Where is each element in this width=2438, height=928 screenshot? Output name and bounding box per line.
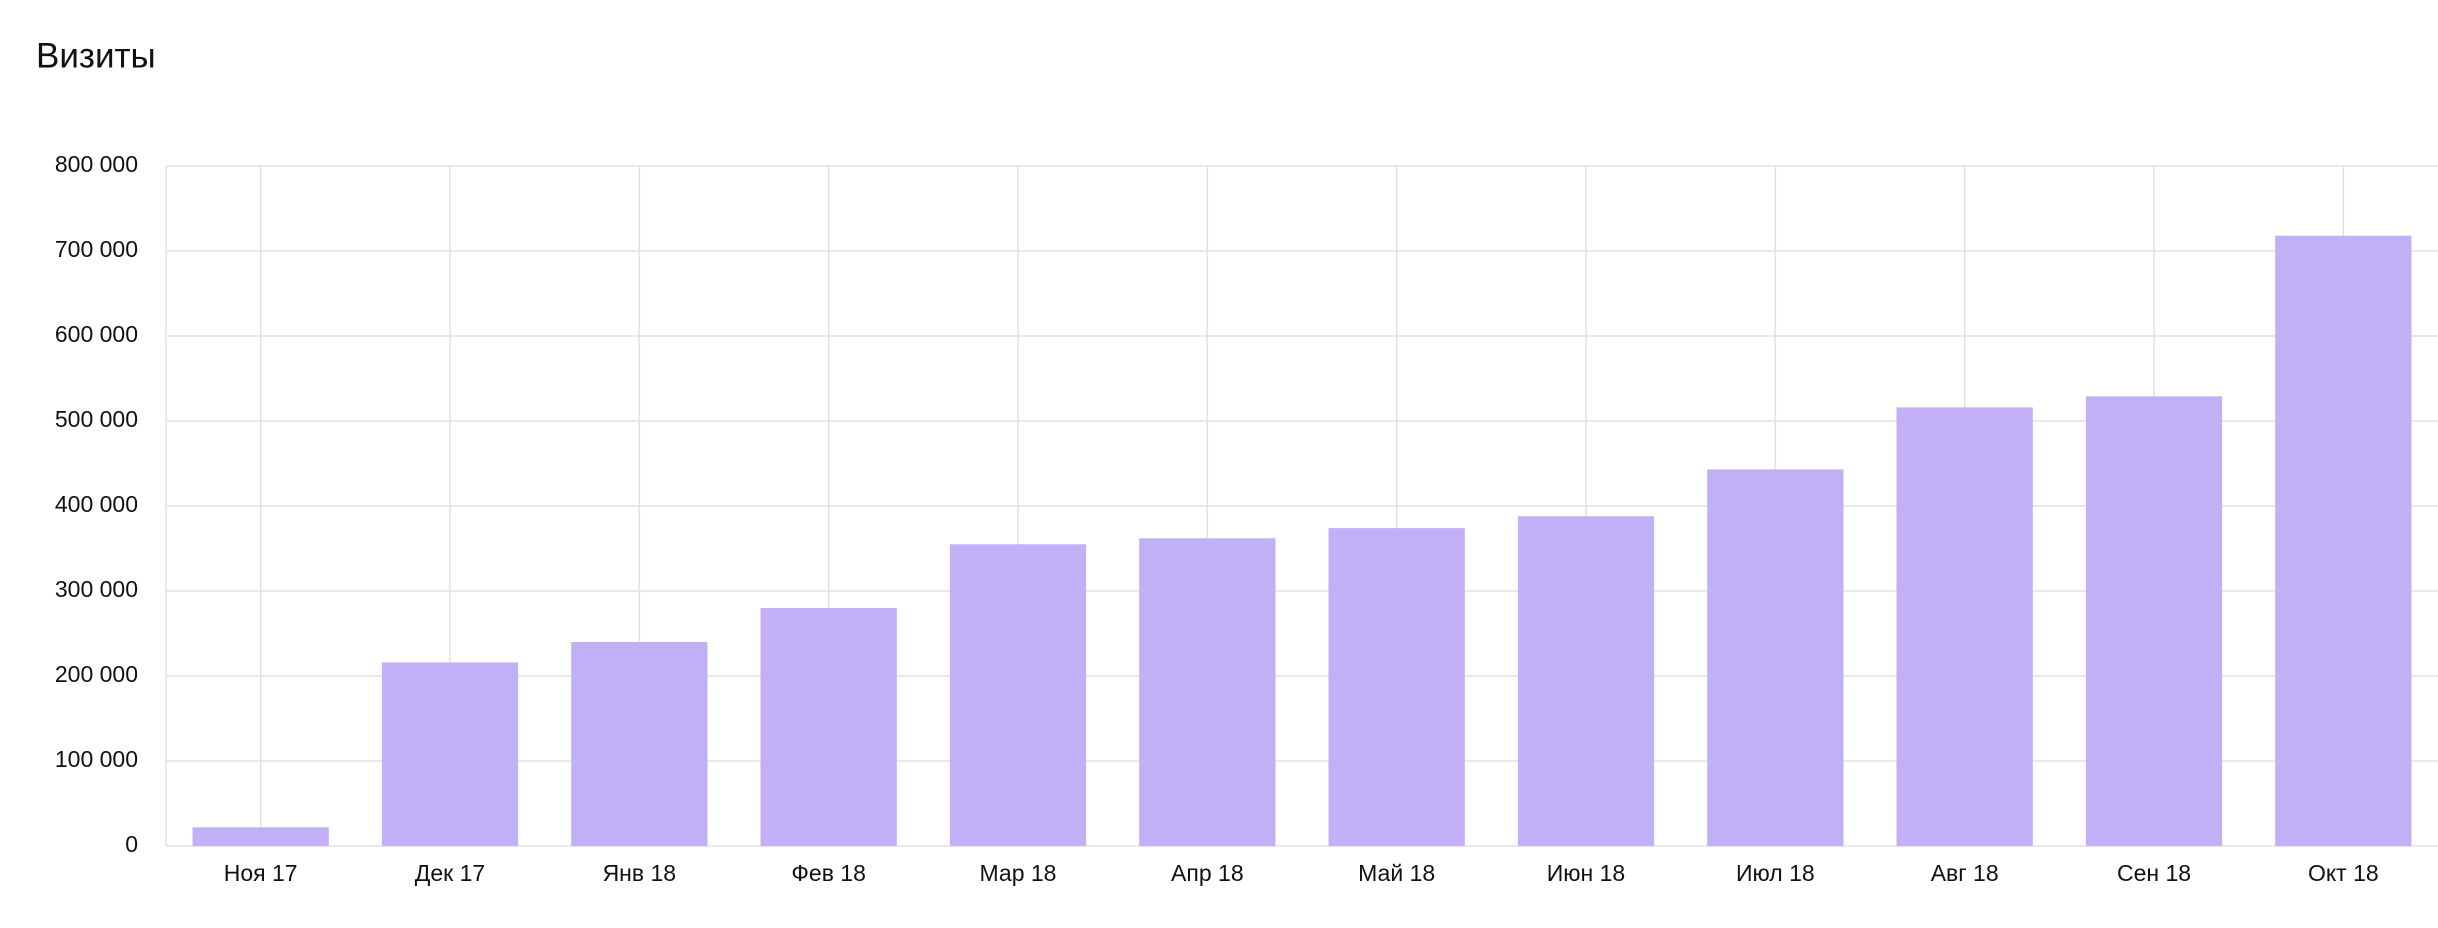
y-tick-label: 500 000 [55, 406, 138, 432]
x-tick-label: Дек 17 [415, 860, 485, 886]
x-tick-label: Апр 18 [1171, 860, 1244, 886]
x-tick-label: Авг 18 [1931, 860, 1999, 886]
bar [949, 544, 1087, 846]
y-tick-label: 600 000 [55, 321, 138, 347]
x-tick-label: Май 18 [1358, 860, 1435, 886]
bar [1517, 516, 1655, 846]
x-tick-label: Окт 18 [2308, 860, 2379, 886]
bar [381, 662, 519, 846]
bar [192, 827, 329, 846]
chart-title: Визиты [36, 36, 156, 75]
y-tick-label: 400 000 [55, 491, 138, 517]
bar [571, 642, 708, 846]
y-tick-label: 0 [125, 831, 138, 857]
y-tick-label: 800 000 [55, 151, 138, 177]
x-tick-label: Июн 18 [1547, 860, 1625, 886]
x-tick-label: Июл 18 [1736, 860, 1815, 886]
bar [2275, 235, 2412, 846]
x-tick-label: Ноя 17 [224, 860, 298, 886]
bar [2085, 396, 2223, 846]
y-tick-label: 700 000 [55, 236, 138, 262]
x-tick-label: Фев 18 [791, 860, 865, 886]
bar [1896, 407, 2033, 846]
y-tick-label: 300 000 [55, 576, 138, 602]
x-tick-label: Янв 18 [603, 860, 677, 886]
bar [1328, 528, 1465, 846]
y-tick-label: 100 000 [55, 746, 138, 772]
bar [760, 608, 897, 846]
y-tick-label: 200 000 [55, 661, 138, 687]
x-tick-label: Сен 18 [2117, 860, 2191, 886]
x-tick-label: Мар 18 [980, 860, 1057, 886]
bar [1139, 538, 1276, 846]
bar [1707, 469, 1844, 846]
